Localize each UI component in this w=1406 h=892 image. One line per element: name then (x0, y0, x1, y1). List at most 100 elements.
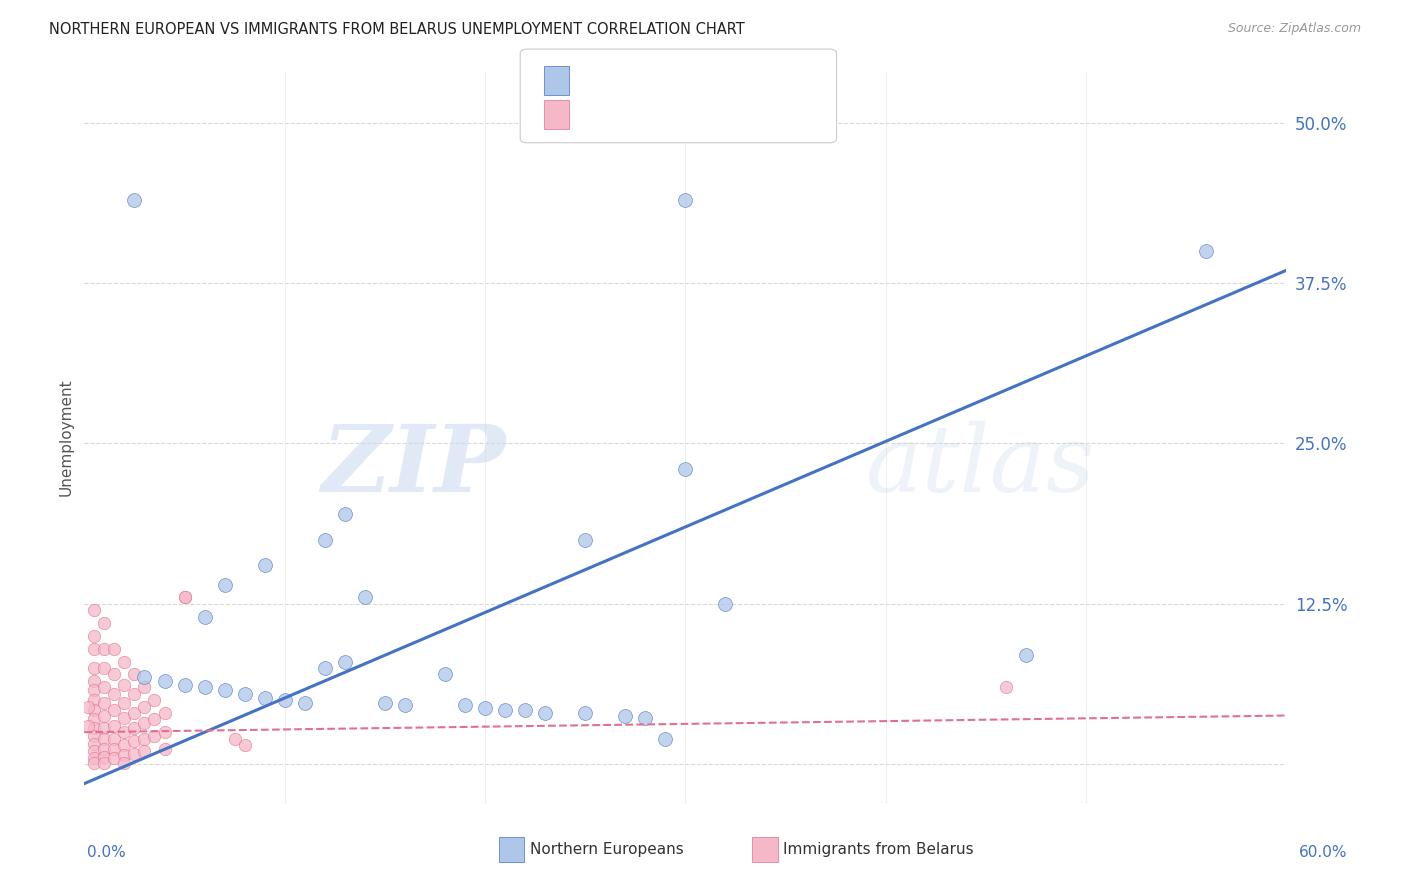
Text: Source: ZipAtlas.com: Source: ZipAtlas.com (1227, 22, 1361, 36)
Text: R =: R = (581, 71, 617, 89)
Point (134, 681, 156, 695)
Point (214, 682, 236, 697)
Point (83, 603, 105, 617)
Point (103, 667, 125, 681)
Text: N =: N = (676, 105, 724, 123)
Point (153, 725, 176, 739)
Point (134, 744, 156, 758)
Text: ZIP: ZIP (321, 421, 505, 511)
Point (574, 706, 596, 720)
Point (233, 738, 256, 752)
Y-axis label: Unemployment: Unemployment (58, 378, 73, 496)
Point (134, 731, 156, 746)
Point (534, 706, 557, 720)
Point (333, 507, 356, 521)
Point (93, 749, 115, 764)
Point (134, 699, 156, 714)
Text: Immigrants from Belarus: Immigrants from Belarus (783, 842, 974, 856)
Point (253, 690, 276, 705)
Point (173, 591, 195, 605)
Text: R =: R = (581, 105, 617, 123)
Point (634, 711, 657, 725)
Point (114, 711, 135, 725)
Text: Northern Europeans: Northern Europeans (530, 842, 683, 856)
Point (374, 696, 396, 710)
Point (233, 687, 256, 701)
Point (93, 681, 115, 695)
Point (124, 667, 146, 681)
Point (77, 719, 100, 733)
Point (114, 748, 135, 763)
Point (93, 696, 115, 710)
Point (93, 731, 115, 746)
Point (103, 703, 125, 717)
Point (134, 716, 156, 731)
Point (1195, 244, 1218, 258)
Point (474, 701, 496, 715)
Point (124, 747, 146, 761)
Point (124, 722, 146, 736)
Point (143, 729, 166, 743)
Point (574, 533, 596, 547)
Point (124, 706, 146, 720)
Point (83, 693, 105, 707)
Point (83, 641, 105, 656)
Point (114, 738, 135, 752)
Text: 0.587: 0.587 (616, 71, 664, 89)
Point (83, 729, 105, 743)
Point (83, 722, 105, 736)
Point (434, 667, 457, 681)
Point (83, 744, 105, 758)
Text: NORTHERN EUROPEAN VS IMMIGRANTS FROM BELARUS UNEMPLOYMENT CORRELATION CHART: NORTHERN EUROPEAN VS IMMIGRANTS FROM BEL… (49, 22, 745, 37)
Point (103, 641, 125, 656)
Point (83, 682, 105, 697)
Point (143, 712, 166, 726)
Point (83, 673, 105, 688)
Point (77, 699, 100, 714)
Point (93, 722, 115, 736)
Point (454, 698, 477, 713)
Point (124, 734, 146, 748)
Point (103, 719, 125, 733)
Point (114, 678, 135, 692)
Point (354, 591, 377, 605)
Point (93, 616, 115, 631)
Point (114, 696, 135, 710)
Point (654, 731, 676, 746)
Point (173, 678, 195, 692)
Point (614, 708, 637, 723)
Point (333, 655, 356, 669)
Point (314, 533, 336, 547)
Point (103, 742, 125, 756)
Text: atlas: atlas (866, 421, 1095, 511)
Point (83, 661, 105, 675)
Point (83, 703, 105, 717)
Point (114, 725, 135, 739)
Point (153, 673, 176, 688)
Point (214, 577, 236, 591)
Point (394, 698, 416, 713)
Text: 66: 66 (714, 105, 735, 123)
Point (93, 756, 115, 770)
Point (494, 703, 516, 717)
Point (124, 193, 146, 207)
Point (83, 629, 105, 643)
Point (83, 712, 105, 726)
Point (143, 693, 166, 707)
Point (675, 193, 697, 207)
Point (124, 687, 146, 701)
Point (274, 693, 297, 707)
Text: 60.0%: 60.0% (1299, 846, 1347, 860)
Point (153, 706, 176, 720)
Text: N =: N = (676, 71, 724, 89)
Point (93, 742, 115, 756)
Point (103, 731, 125, 746)
Text: 36: 36 (714, 71, 735, 89)
Point (675, 462, 697, 476)
Point (294, 696, 316, 710)
Point (314, 661, 336, 675)
Point (995, 681, 1018, 695)
Text: 0.0%: 0.0% (87, 846, 127, 860)
Point (714, 597, 737, 611)
Point (83, 737, 105, 751)
